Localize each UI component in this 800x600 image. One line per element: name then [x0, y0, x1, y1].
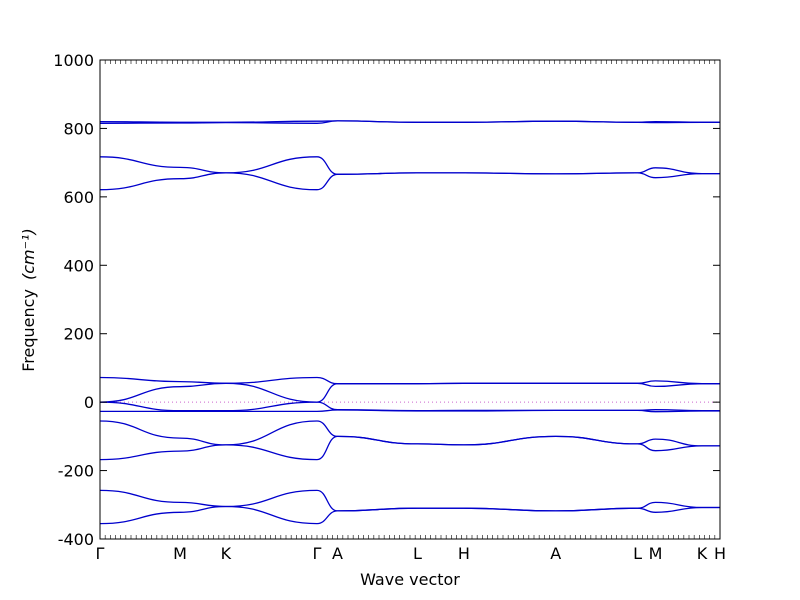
- band-line-7: [99, 401, 720, 412]
- band-line-12: [99, 505, 720, 525]
- x-tick-label: L: [413, 544, 422, 563]
- band-line-8: [99, 409, 720, 413]
- x-tick-label: A: [332, 544, 343, 563]
- x-tick-label: Γ: [96, 544, 105, 563]
- x-tick-label: H: [714, 544, 726, 563]
- plot-frame-layer: [99, 59, 721, 540]
- y-tick-layer: -400 -200 0 200 400 600 800 1000: [53, 51, 720, 549]
- y-tick-label: -200: [58, 462, 94, 481]
- x-tick-label: K: [697, 544, 708, 563]
- x-axis-label: Wave vector: [360, 570, 460, 589]
- x-tick-label: L: [633, 544, 642, 563]
- bands-layer: [99, 120, 720, 525]
- band-line-4: [99, 172, 720, 191]
- y-axis-label-unit: (cm⁻¹): [19, 228, 38, 280]
- x-tick-label: K: [221, 544, 232, 563]
- x-tick-label: M: [649, 544, 663, 563]
- plot-frame: [99, 59, 721, 540]
- y-axis-label: Frequency (cm⁻¹): [19, 228, 38, 371]
- x-tick-label: Γ: [313, 544, 322, 563]
- y-tick-label: 0: [84, 393, 94, 412]
- y-tick-label: 400: [63, 256, 94, 275]
- y-tick-label: -400: [58, 530, 94, 549]
- y-tick-label: 600: [63, 188, 94, 207]
- band-line-9: [99, 420, 720, 447]
- y-tick-label: 200: [63, 325, 94, 344]
- x-tick-label: M: [173, 544, 187, 563]
- x-tick-label: A: [550, 544, 561, 563]
- band-line-3: [99, 156, 720, 175]
- y-tick-label: 1000: [53, 51, 94, 70]
- y-tick-label: 800: [63, 119, 94, 138]
- band-line-6: [99, 382, 720, 403]
- y-axis-label-text: Frequency: [19, 289, 38, 372]
- x-tick-label: H: [458, 544, 470, 563]
- band-line-2: [99, 120, 720, 124]
- band-line-10: [99, 435, 720, 461]
